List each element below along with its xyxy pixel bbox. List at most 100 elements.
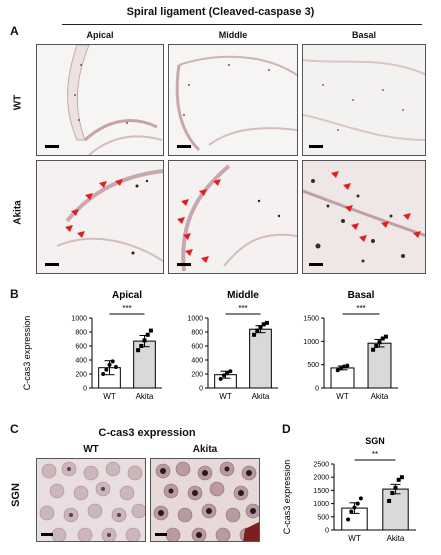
- chart-3-y-tick-label: 0: [325, 528, 329, 535]
- chart-0-point: [136, 348, 141, 353]
- chart-0-point: [142, 338, 147, 343]
- chart-1-y-tick-label: 800: [191, 330, 203, 337]
- micrograph-akita-middle: [168, 160, 298, 274]
- chart-1-point: [228, 369, 233, 374]
- column-header-apical: Apical: [86, 30, 114, 40]
- chart-2-y-tick-label: 500: [307, 362, 319, 369]
- chart-0-point: [110, 359, 115, 364]
- chart-1-point: [261, 322, 266, 327]
- chart-1-y-tick-label: 1000: [187, 316, 203, 323]
- chart-1-point: [255, 328, 260, 333]
- chart-3-y-tick-label: 1500: [313, 488, 329, 495]
- chart-3-y-tick-label: 2000: [313, 475, 329, 482]
- micrograph-sgn-wt: [36, 458, 146, 542]
- chart-3-point: [358, 496, 363, 501]
- chart-3-point: [396, 477, 401, 482]
- chart-1-title: Middle: [227, 290, 259, 301]
- chart-3-x-label: WT: [348, 534, 361, 543]
- chart-3-point: [399, 475, 404, 480]
- row-label-akita: Akita: [12, 200, 24, 225]
- chart-1-x-label: WT: [219, 392, 232, 401]
- chart-1-y-tick-label: 600: [191, 344, 203, 351]
- chart-0-x-label: Akita: [136, 392, 154, 401]
- panel-b-charts: Apical 0 200 400 600 800 1000 C-cas3 expression…: [0, 284, 441, 414]
- micrograph-wt-basal: [302, 44, 426, 156]
- chart-0-point: [101, 372, 106, 376]
- chart-3-y-tick-label: 500: [317, 514, 329, 521]
- chart-3-y-tick-label: 2500: [313, 462, 329, 469]
- chart-2-y-tick-label: 1000: [303, 339, 319, 346]
- chart-0-y-tick-label: 200: [75, 372, 87, 379]
- chart-1-point: [264, 320, 269, 325]
- panel-c-column-akita: Akita: [192, 444, 218, 455]
- micrograph-sgn-akita: [150, 458, 260, 542]
- panel-letter-a: A: [10, 24, 19, 38]
- chart-0-point: [145, 332, 150, 337]
- panel-letter-c: C: [10, 422, 19, 436]
- chart-3-point: [387, 498, 392, 503]
- chart-0-point: [148, 328, 153, 333]
- chart-1-point: [218, 376, 223, 381]
- chart-2-point: [345, 363, 350, 368]
- chart-2-y-tick-label: 0: [315, 386, 319, 393]
- chart-3-point: [346, 517, 351, 522]
- panel-c-title: C-cas3 expression: [98, 427, 196, 439]
- chart-0-point: [104, 367, 109, 372]
- chart-0-y-tick-label: 600: [75, 344, 87, 351]
- chart-0-y-tick-label: 400: [75, 358, 87, 365]
- chart-1-point: [225, 371, 230, 376]
- chart-2-y-tick-label: 1500: [303, 316, 319, 323]
- chart-2-point: [338, 366, 343, 371]
- chart-1-significance: ***: [238, 304, 247, 313]
- chart-2-significance: ***: [356, 304, 365, 313]
- chart-2-point: [380, 336, 385, 341]
- chart-0-significance: ***: [122, 304, 131, 313]
- column-header-basal: Basal: [351, 30, 377, 40]
- chart-3-point: [352, 505, 357, 510]
- row-label-wt: WT: [12, 94, 24, 111]
- chart-3-point: [390, 491, 395, 496]
- chart-3-point: [393, 485, 398, 490]
- panel-letter-d: D: [282, 422, 291, 436]
- chart-2-point: [383, 334, 388, 339]
- chart-0-x-label: WT: [103, 392, 116, 401]
- chart-0-bar-akita: [133, 340, 156, 389]
- chart-0-title: Apical: [112, 290, 142, 301]
- chart-3-title: SGN: [365, 436, 385, 446]
- micrograph-wt-middle: [168, 44, 298, 156]
- column-header-middle: Middle: [218, 30, 248, 40]
- chart-2-x-label: WT: [336, 392, 349, 401]
- chart-3-y-tick-label: 1000: [313, 501, 329, 508]
- panel-c-row-label: SGN: [10, 483, 22, 507]
- chart-2-point: [371, 347, 376, 352]
- chart-1-point: [252, 332, 257, 337]
- chart-3-significance: **: [372, 450, 378, 459]
- chart-2-x-label: Akita: [371, 392, 389, 401]
- chart-2-title: Basal: [348, 290, 375, 301]
- chart-1-x-label: Akita: [252, 392, 270, 401]
- chart-1-point: [258, 325, 263, 330]
- chart-1-y-tick-label: 0: [199, 386, 203, 393]
- chart-1-y-tick-label: 200: [191, 372, 203, 379]
- chart-0-y-tick-label: 0: [83, 386, 87, 393]
- chart-2-point: [335, 368, 340, 373]
- chart-3-point: [355, 501, 360, 506]
- chart-1-point: [221, 373, 226, 378]
- micrograph-akita-basal: [302, 160, 426, 274]
- chart-2-bar-wt: [330, 367, 355, 389]
- chart-0-point: [113, 365, 118, 369]
- chart-1-y-tick-label: 400: [191, 358, 203, 365]
- chart-2-point: [377, 340, 382, 345]
- panel-c-column-wt: WT: [83, 444, 99, 455]
- panel-letter-b: B: [10, 287, 19, 301]
- chart-2-point: [342, 364, 347, 369]
- chart-0-point: [107, 362, 112, 367]
- chart-2-point: [374, 344, 379, 348]
- figure-title: Spiral ligament (Cleaved-caspase 3): [126, 6, 315, 18]
- title-underline: [62, 24, 422, 25]
- chart-0-y-tick-label: 800: [75, 330, 87, 337]
- chart-1-bar-akita: [249, 328, 272, 389]
- chart-0-y-tick-label: 1000: [71, 316, 87, 323]
- chart-3-bar-akita: [382, 488, 409, 531]
- panel-d-chart: SGN 0 500 1000 1500 2000 2500 C-cas3 expression…: [276, 424, 441, 550]
